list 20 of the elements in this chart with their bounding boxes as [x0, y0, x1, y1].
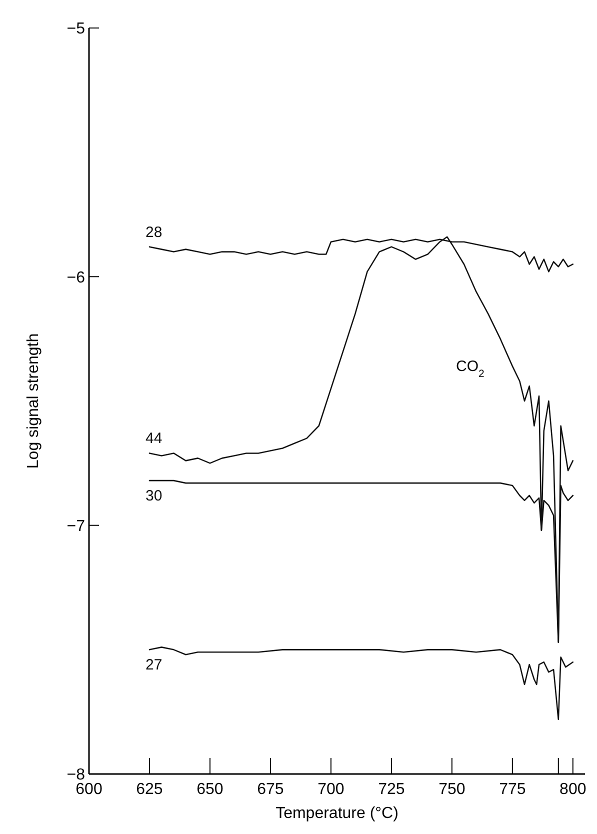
x-tick-label: 800	[560, 781, 586, 798]
series-label: 30	[145, 488, 162, 505]
x-axis-title: Temperature (°C)	[276, 805, 398, 822]
x-tick-label: 600	[76, 781, 102, 798]
series-label: 44	[145, 430, 162, 448]
series-label: 27	[145, 656, 162, 674]
series-label: 28	[145, 224, 162, 241]
x-tick-label: 750	[438, 781, 466, 798]
y-tick-label: −5	[66, 20, 86, 38]
y-tick-label: −7	[66, 518, 86, 535]
x-tick-label: 700	[318, 781, 344, 798]
y-tick-label: −8	[66, 766, 86, 784]
y-tick-label: −6	[66, 269, 86, 286]
x-tick-label: 675	[257, 781, 284, 798]
x-tick-label: 625	[136, 781, 163, 798]
y-axis-title: Log signal strength	[25, 333, 42, 469]
x-tick-label: 650	[196, 781, 224, 798]
annotation: CO$_{2}$	[456, 358, 485, 380]
x-tick-label: 725	[378, 781, 405, 798]
x-tick-label: 775	[499, 781, 526, 798]
